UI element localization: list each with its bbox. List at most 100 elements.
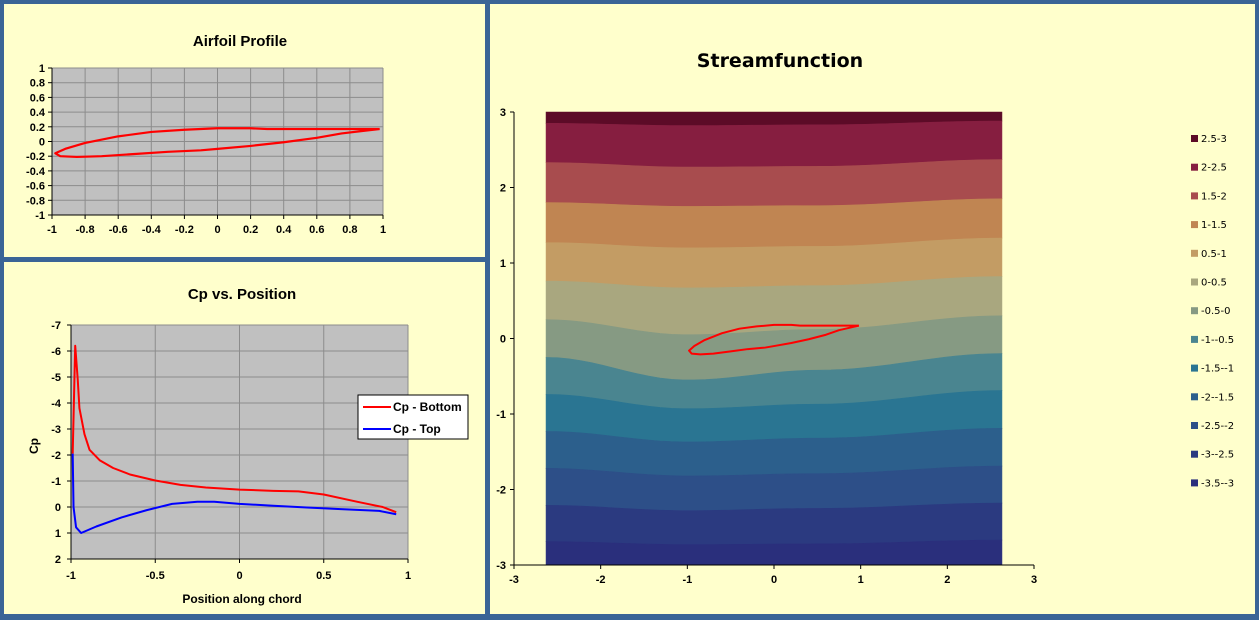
contour-band <box>545 539 1003 566</box>
x-tick-label: 0.2 <box>243 224 258 236</box>
x-tick-label: 3 <box>1031 574 1037 586</box>
airfoil-profile-panel: Airfoil Profile -1 -0.8 -0.6 -0.4 -0.2 0 0.2 0.4… <box>4 4 485 257</box>
legend-label: 2.5-3 <box>1201 134 1227 145</box>
x-axis-label: Position along chord <box>182 592 301 606</box>
contour-band <box>545 502 1003 545</box>
legend-swatch <box>1191 249 1198 257</box>
x-tick-label: 0 <box>771 574 777 586</box>
legend-label: 1.5-2 <box>1201 191 1227 202</box>
x-tick-label: -0.8 <box>76 224 95 236</box>
legend-box <box>357 394 469 440</box>
x-tick-label: -1 <box>682 574 692 586</box>
y-tick-label: -0.6 <box>26 181 45 193</box>
y-tick-label: 3 <box>500 107 506 119</box>
y-tick-label: 0 <box>500 334 506 346</box>
y-tick-label: -2 <box>51 450 61 462</box>
x-tick-label: -1 <box>66 570 76 582</box>
y-tick-label: -0.4 <box>26 166 46 178</box>
legend-label: Cp - Bottom <box>393 400 462 414</box>
x-tick-label: 0.5 <box>316 570 331 582</box>
y-tick-label: 0 <box>55 502 61 514</box>
x-tick-label: 0.4 <box>276 224 292 236</box>
legend-label: -0.5-0 <box>1201 306 1230 317</box>
y-tick-label: 0.8 <box>30 78 45 90</box>
x-tick-label: 0.6 <box>309 224 324 236</box>
y-tick-label: -4 <box>51 398 62 410</box>
y-tick-label: 2 <box>500 183 506 195</box>
chart-title: Airfoil Profile <box>193 33 287 50</box>
y-tick-label: -1 <box>496 409 506 421</box>
contour-band <box>545 159 1003 207</box>
legend: Cp - Bottom Cp - Top <box>357 394 469 440</box>
cp-top-line <box>71 453 397 534</box>
y-tick-label: -7 <box>51 320 61 332</box>
legend-label: 0.5-1 <box>1201 249 1227 260</box>
x-tick-label: -0.4 <box>142 224 162 236</box>
x-tick-label: -0.5 <box>146 570 165 582</box>
chart-title: Streamfunction <box>697 50 863 72</box>
legend-label: Cp - Top <box>393 422 441 436</box>
y-axis-label: Cp <box>27 438 41 454</box>
cp-position-panel: Cp vs. Position -1 -0.5 0 0.5 1 -7 -6 -5 -4 -3 -2 -1… <box>4 262 485 614</box>
legend-label: -3.5--3 <box>1201 478 1234 489</box>
legend-swatch <box>1191 307 1198 315</box>
legend-swatch <box>1191 221 1198 229</box>
y-tick-label: 0.6 <box>30 92 45 104</box>
x-tick-label: 2 <box>944 574 950 586</box>
x-tick-label: -0.2 <box>175 224 194 236</box>
legend-swatch <box>1191 479 1198 487</box>
airfoil-overlay-line <box>688 323 860 356</box>
x-tick-label: 0 <box>214 224 220 236</box>
legend-label: 1-1.5 <box>1201 220 1227 231</box>
legend-label: 2-2.5 <box>1201 163 1227 174</box>
legend-label: -1--0.5 <box>1201 335 1234 346</box>
x-tick-label: -1 <box>47 224 57 236</box>
legend-swatch <box>1191 422 1198 429</box>
legend-swatch <box>1191 192 1198 200</box>
chart-title: Cp vs. Position <box>188 286 296 303</box>
y-tick-label: -2 <box>496 485 506 497</box>
streamfunction-panel: Streamfunction 3 2 1 0 -1 -2 -3 -3 -2 -1 0 1 2 3 2.5-3 2… <box>490 4 1255 614</box>
y-tick-label: -0.8 <box>26 195 45 207</box>
y-tick-label: 1 <box>500 258 506 270</box>
legend: 2.5-3 2-2.5 1.5-2 1-1.5 0.5-1 0-0.5 -0.5-0 -1--… <box>1191 134 1234 489</box>
legend-swatch <box>1191 393 1198 401</box>
legend-swatch <box>1191 135 1198 142</box>
y-tick-label: -1 <box>35 210 45 222</box>
cp-position-chart: Cp vs. Position -1 -0.5 0 0.5 1 -7 -6 -5 -4 -3 -2 -1… <box>27 286 469 606</box>
legend-label: 0-0.5 <box>1201 278 1227 289</box>
x-tick-label: 0 <box>236 570 242 582</box>
y-tick-label: 0.2 <box>30 122 45 134</box>
x-tick-label: 1 <box>858 574 864 586</box>
y-tick-label: -6 <box>51 346 61 358</box>
x-tick-label: 1 <box>380 224 386 236</box>
contour-bands <box>545 111 1003 566</box>
x-tick-label: 1 <box>405 570 411 582</box>
airfoil-outline-line <box>54 127 380 159</box>
x-tick-label: -3 <box>509 574 519 586</box>
legend-label: -2.5--2 <box>1201 421 1234 432</box>
x-tick-label: -2 <box>596 574 606 586</box>
contour-band <box>545 120 1003 168</box>
cp-bottom-line <box>71 344 397 514</box>
y-tick-label: 1 <box>39 63 45 75</box>
y-tick-label: -0.2 <box>26 151 45 163</box>
legend-label: -3--2.5 <box>1201 450 1234 461</box>
legend-swatch <box>1191 163 1198 171</box>
legend-swatch <box>1191 335 1198 343</box>
y-tick-label: -3 <box>496 560 506 572</box>
y-tick-label: 0 <box>39 137 45 149</box>
y-tick-label: 2 <box>55 554 61 566</box>
legend-swatch <box>1191 364 1198 372</box>
y-tick-label: -3 <box>51 424 61 436</box>
x-tick-label: -0.6 <box>109 224 128 236</box>
y-tick-label: -5 <box>51 372 61 384</box>
x-tick-label: 0.8 <box>342 224 357 236</box>
y-tick-label: 1 <box>55 528 61 540</box>
legend-label: -1.5--1 <box>1201 364 1234 375</box>
y-tick-label: -1 <box>51 476 61 488</box>
legend-swatch <box>1191 450 1198 458</box>
legend-swatch <box>1191 278 1198 286</box>
y-tick-label: 0.4 <box>30 107 46 119</box>
